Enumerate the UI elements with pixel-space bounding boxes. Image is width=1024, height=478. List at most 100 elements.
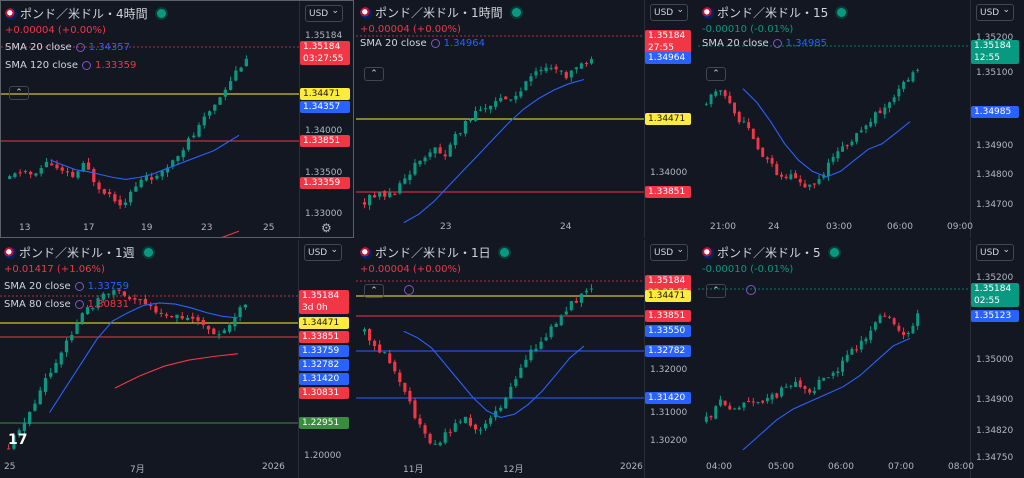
sma-line xyxy=(50,134,240,180)
time-axis-label: 12月 xyxy=(503,465,524,475)
indicator-settings-icon[interactable] xyxy=(74,300,84,309)
price-tag-blue: 1.33550 xyxy=(645,325,691,337)
candle xyxy=(388,188,392,199)
candle xyxy=(92,167,96,187)
currency-select[interactable]: USD xyxy=(304,242,342,261)
candle xyxy=(76,170,80,180)
chart-pane-p4[interactable]: ポンド／米ドル・1週 +0.01417 (+1.06%) SMA 20 close 1… xyxy=(0,240,354,478)
currency-select[interactable]: USD xyxy=(650,2,688,21)
price-tag-value: 1.32782 xyxy=(648,346,686,356)
price-tag-value: 1.33550 xyxy=(648,326,686,336)
chart-svg[interactable] xyxy=(356,0,696,238)
sma-label: SMA 20 close xyxy=(4,281,71,292)
pane-title: ポンド／米ドル・1時間 xyxy=(360,4,523,21)
candle xyxy=(709,93,713,108)
price-tag-value: 1.33851 xyxy=(303,136,341,146)
collapse-legend-button[interactable]: ⌃ xyxy=(9,86,29,100)
candles xyxy=(7,55,249,209)
candle xyxy=(239,66,243,72)
collapse-legend-button[interactable]: ⌃ xyxy=(706,284,726,298)
indicator-settings-icon[interactable] xyxy=(82,61,92,70)
price-tag-down: 1.35184 3d 0h xyxy=(299,290,349,314)
candle xyxy=(808,387,812,395)
sma-line xyxy=(742,88,911,178)
candle xyxy=(149,302,153,310)
price-tag-value: 1.35184 xyxy=(302,291,340,301)
currency-select[interactable]: USD xyxy=(650,242,688,261)
indicator-icon[interactable] xyxy=(404,285,414,295)
candle xyxy=(892,94,896,105)
collapse-legend-button[interactable]: ⌃ xyxy=(364,67,384,81)
candle xyxy=(579,293,583,307)
currency-select[interactable]: USD xyxy=(976,242,1014,261)
chart-svg[interactable] xyxy=(0,240,354,478)
currency-select[interactable]: USD xyxy=(976,2,1014,21)
sma-legend-0: SMA 20 close 1.33759 xyxy=(4,281,129,292)
chart-pane-p2[interactable]: ポンド／米ドル・1時間 +0.00004 (+0.00%) SMA 20 close… xyxy=(356,0,696,238)
candle xyxy=(223,87,227,101)
chart-pane-p6[interactable]: ポンド／米ドル・5-0.00010 (-0.01%)⌃USD1.352001.3… xyxy=(698,240,1024,478)
candle xyxy=(86,158,91,170)
price-tag-yellow: 1.34471 xyxy=(300,88,350,100)
price-change: +0.00004 (+0.00%) xyxy=(5,25,106,36)
candle xyxy=(826,158,830,181)
gear-icon[interactable]: ⚙ xyxy=(321,221,332,235)
chart-svg[interactable] xyxy=(1,1,354,238)
candle xyxy=(504,396,508,409)
indicator-settings-icon[interactable] xyxy=(74,282,84,291)
candle xyxy=(468,414,472,428)
candle xyxy=(234,66,238,82)
candle xyxy=(458,419,462,425)
time-axis-label: 19 xyxy=(141,223,153,233)
candle xyxy=(186,136,191,152)
candle xyxy=(433,147,437,158)
candle xyxy=(544,63,548,74)
candle xyxy=(218,96,222,106)
price-axis-label: 1.35200 xyxy=(976,273,1014,283)
currency-select[interactable]: USD xyxy=(305,3,343,22)
chart-pane-p3[interactable]: ポンド／米ドル・15 -0.00010 (-0.01%) SMA 20 close 1… xyxy=(698,0,1024,238)
sma-value: 1.34964 xyxy=(443,38,486,49)
indicator-settings-icon[interactable] xyxy=(430,39,440,48)
collapse-legend-button[interactable]: ⌃ xyxy=(706,67,726,81)
price-tag-value: 1.34471 xyxy=(648,114,686,124)
candle xyxy=(559,70,563,75)
candle xyxy=(423,422,427,438)
chart-svg[interactable] xyxy=(356,240,696,478)
candle xyxy=(747,118,751,131)
pane-title: ポンド／米ドル・4時間 xyxy=(5,5,168,22)
candle xyxy=(28,411,32,427)
chart-pane-p5[interactable]: ポンド／米ドル・1日 +0.00004 (+0.00%) ⌃ USD 1.32000 1.… xyxy=(356,240,696,478)
candle xyxy=(398,180,402,195)
candle xyxy=(878,107,882,114)
sma-legend-1: SMA 80 close 1.30831 xyxy=(4,299,129,310)
candle xyxy=(723,89,727,99)
indicator-settings-icon[interactable] xyxy=(772,39,782,48)
price-tag-value: 1.35184 xyxy=(648,276,686,286)
candle xyxy=(529,345,533,363)
candle xyxy=(888,315,891,320)
indicator-icon[interactable] xyxy=(746,285,756,295)
candle xyxy=(817,376,821,390)
candle xyxy=(499,405,503,413)
collapse-legend-button[interactable]: ⌃ xyxy=(364,284,384,298)
candle xyxy=(207,110,212,120)
candle xyxy=(383,351,387,354)
market-open-icon xyxy=(497,246,511,259)
candle xyxy=(49,368,53,379)
candle xyxy=(80,312,84,326)
chart-svg[interactable] xyxy=(698,0,1024,238)
chart-svg[interactable] xyxy=(698,240,1024,478)
time-axis-label: 21:00 xyxy=(710,222,736,232)
candle xyxy=(859,126,863,133)
pane-title-text: ポンド／米ドル・1週 xyxy=(19,246,135,260)
countdown: 02:55 xyxy=(974,296,1000,306)
candle xyxy=(171,159,175,170)
candle xyxy=(817,175,821,186)
time-axis-label: 25 xyxy=(263,223,275,233)
indicator-settings-icon[interactable] xyxy=(75,43,85,52)
sma-line xyxy=(114,353,239,389)
candle xyxy=(38,386,42,405)
candle xyxy=(484,420,488,431)
chart-pane-p1[interactable]: ポンド／米ドル・4時間 +0.00004 (+0.00%) SMA 20 close… xyxy=(0,0,354,238)
